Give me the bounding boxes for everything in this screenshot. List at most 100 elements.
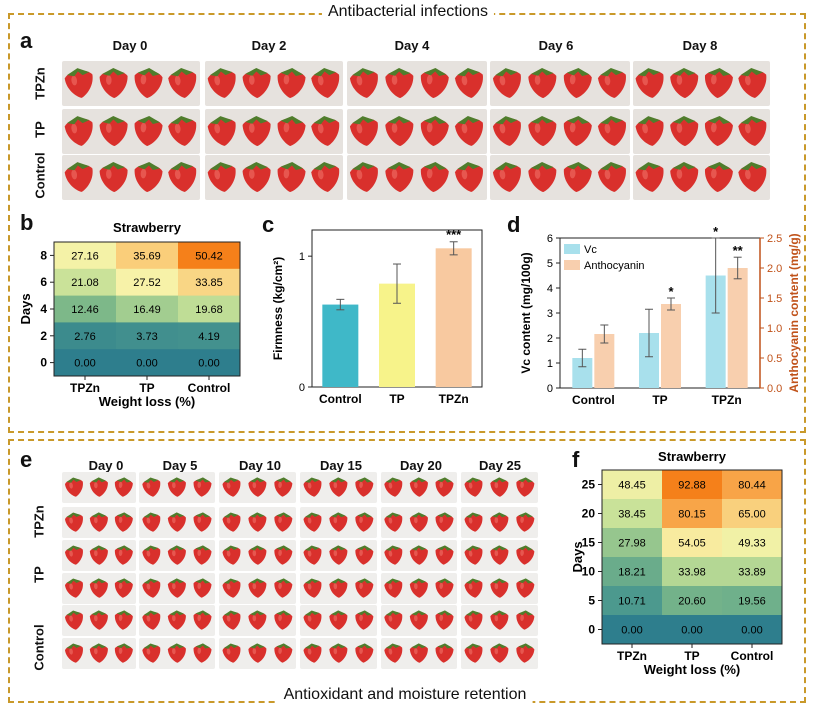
panel-f-heatmap: Strawberry 48.45 92.88 80.44 38.45 80.15 65.00… bbox=[572, 449, 783, 677]
strawberry-body bbox=[222, 479, 241, 497]
heatmap-cell-value: 27.52 bbox=[133, 277, 161, 289]
strawberry-leaves bbox=[531, 67, 554, 76]
strawberry-photo bbox=[222, 578, 241, 598]
strawberry-leaves bbox=[411, 578, 427, 584]
heatmap-cell bbox=[722, 615, 783, 645]
strawberry-leaves bbox=[672, 161, 696, 170]
heatmap-cell-value: 21.08 bbox=[71, 277, 99, 289]
strawberry-highlight bbox=[146, 615, 151, 622]
strawberry-photo bbox=[490, 643, 509, 663]
strawberry-leaves bbox=[740, 116, 764, 125]
strawberry-photo bbox=[248, 610, 267, 630]
x-tick-label: TPZn bbox=[712, 393, 742, 407]
photo-image bbox=[142, 610, 212, 630]
strawberry-leaves bbox=[245, 67, 268, 76]
photo-tile bbox=[62, 61, 200, 106]
strawberry-leaves bbox=[331, 512, 346, 518]
strawberry-leaves bbox=[313, 162, 336, 171]
strawberry-leaves bbox=[250, 643, 265, 649]
strawberry-highlight bbox=[197, 481, 202, 488]
strawberry-photo bbox=[385, 67, 414, 99]
strawberry-leaves bbox=[352, 68, 375, 77]
strawberry-body bbox=[738, 164, 767, 192]
heatmap-cell bbox=[54, 322, 117, 350]
strawberry-body bbox=[492, 164, 521, 192]
photo-image bbox=[207, 161, 340, 193]
photo-image bbox=[464, 545, 535, 565]
strawberry-body bbox=[349, 164, 378, 192]
strawberry-photo bbox=[99, 161, 128, 193]
x-tick-label: TPZn bbox=[70, 381, 100, 395]
strawberry-leaves bbox=[331, 578, 346, 584]
strawberry-body bbox=[329, 547, 348, 565]
bar bbox=[594, 334, 615, 388]
strawberry-photo bbox=[64, 643, 83, 663]
strawberry-photo bbox=[490, 610, 509, 630]
heatmap-cell-value: 0.00 bbox=[198, 358, 219, 370]
significance-label: *** bbox=[446, 227, 462, 242]
photo-image bbox=[303, 512, 374, 532]
heatmap-cell bbox=[116, 242, 179, 270]
strawberry-photo bbox=[384, 512, 403, 532]
strawberry-photo bbox=[563, 67, 592, 99]
strawberry-highlight bbox=[174, 75, 181, 86]
strawberry-body bbox=[349, 70, 378, 98]
strawberry-photo bbox=[598, 116, 626, 146]
strawberry-body bbox=[142, 580, 161, 598]
strawberry-highlight bbox=[388, 583, 393, 590]
strawberry-photo bbox=[193, 610, 212, 630]
y-tick-label: 20 bbox=[582, 507, 596, 521]
strawberry-photo bbox=[222, 643, 241, 663]
strawberry-leaves bbox=[457, 162, 480, 171]
strawberry-leaves bbox=[672, 115, 696, 124]
strawberry-photo bbox=[168, 162, 197, 192]
heatmap-cell-value: 19.56 bbox=[738, 596, 766, 608]
y-tick-label: 0 bbox=[299, 382, 305, 394]
strawberry-body bbox=[455, 118, 483, 146]
strawberry-highlight bbox=[140, 122, 147, 133]
photo-tile bbox=[62, 155, 200, 200]
strawberry-photo bbox=[311, 68, 340, 98]
heatmap-cell-value: 3.73 bbox=[136, 331, 157, 343]
photo-image bbox=[303, 610, 374, 630]
strawberry-leaves bbox=[740, 162, 764, 171]
strawberry-leaves bbox=[357, 643, 372, 649]
strawberry-highlight bbox=[146, 583, 151, 590]
strawberry-body bbox=[222, 580, 241, 598]
photo-tile bbox=[381, 540, 457, 571]
photo-tile bbox=[347, 155, 487, 200]
strawberry-highlight bbox=[317, 75, 324, 86]
strawberry-body bbox=[490, 479, 509, 497]
legend-label: Vc bbox=[584, 244, 597, 256]
strawberry-photo bbox=[303, 477, 322, 497]
strawberry-leaves bbox=[600, 162, 623, 171]
strawberry-leaves bbox=[518, 512, 533, 518]
panel-label-d: d bbox=[507, 212, 521, 237]
strawberry-highlight bbox=[359, 647, 363, 654]
strawberry-highlight bbox=[534, 169, 541, 179]
strawberry-highlight bbox=[106, 75, 112, 85]
x-tick-label: TP bbox=[139, 381, 154, 395]
panel-a-day-label: Day 6 bbox=[538, 38, 574, 53]
strawberry-leaves bbox=[250, 545, 265, 551]
strawberry-highlight bbox=[744, 123, 751, 134]
strawberry-body bbox=[64, 164, 93, 192]
strawberry-leaves bbox=[195, 610, 210, 616]
strawberry-leaves bbox=[66, 545, 81, 551]
photo-image bbox=[349, 161, 483, 193]
heatmap-cell bbox=[178, 242, 241, 270]
strawberry-leaves bbox=[492, 512, 507, 518]
strawberry-leaves bbox=[423, 67, 447, 76]
strawberry-leaves bbox=[492, 477, 507, 483]
bar bbox=[435, 248, 472, 387]
strawberry-highlight bbox=[520, 481, 524, 488]
strawberry-highlight bbox=[71, 169, 78, 180]
strawberry-highlight bbox=[468, 550, 473, 557]
strawberry-body bbox=[384, 580, 403, 598]
strawberry-photo bbox=[384, 643, 403, 663]
strawberry-photo bbox=[89, 512, 108, 532]
strawberry-leaves bbox=[707, 115, 731, 124]
strawberry-highlight bbox=[283, 74, 290, 85]
strawberry-highlight bbox=[94, 550, 98, 557]
photo-tile bbox=[381, 507, 457, 538]
